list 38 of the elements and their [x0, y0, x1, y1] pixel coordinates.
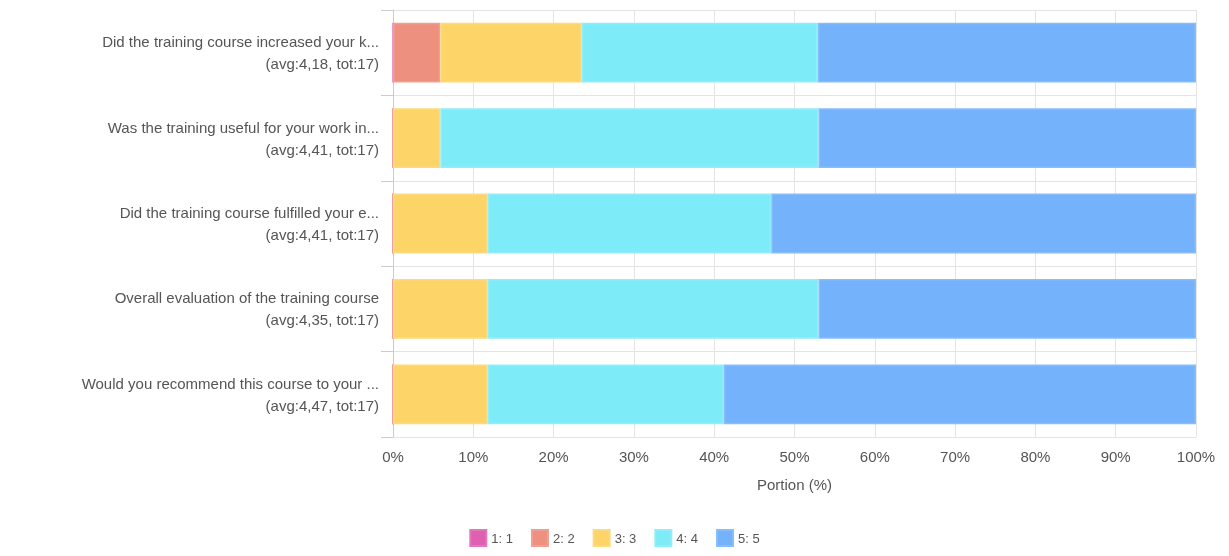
bar — [818, 108, 1196, 168]
x-tick-label: 10% — [458, 448, 489, 465]
bar — [393, 22, 441, 83]
y-tick-label: Overall evaluation of the training course (avg:4,35, tot:17) — [114, 289, 379, 329]
legend-label: 2: 2 — [552, 530, 575, 546]
legend-label: 1: 1 — [491, 530, 513, 546]
bar — [393, 108, 441, 168]
y-tick-label: Did the training course increased your k... (avg:4,18, tot:17) — [102, 33, 379, 73]
bar — [393, 364, 488, 425]
x-tick-label: 100% — [1176, 448, 1216, 465]
x-axis-title: Portion (%) — [756, 476, 833, 493]
bar — [487, 279, 819, 339]
x-tick-label: 0% — [382, 448, 404, 465]
bar — [440, 22, 582, 83]
legend-label: 4: 4 — [676, 530, 699, 546]
bar — [818, 279, 1196, 339]
x-tick-label: 40% — [699, 448, 730, 465]
bar — [771, 193, 1196, 254]
x-tick-label: 30% — [618, 448, 649, 465]
bar — [487, 364, 724, 425]
bar — [581, 22, 818, 83]
bar — [723, 364, 1196, 425]
bar — [817, 22, 1196, 83]
x-tick-label: 20% — [538, 448, 569, 465]
bar — [393, 193, 488, 254]
x-tick-label: 80% — [1020, 448, 1051, 465]
y-tick-label: Did the training course fulfilled your e... (avg:4,41, tot:17) — [119, 204, 379, 243]
bar — [487, 193, 772, 254]
legend-label: 5: 5 — [738, 530, 760, 546]
bar — [393, 279, 488, 339]
x-tick-label: 50% — [779, 448, 810, 465]
x-tick-label: 90% — [1100, 448, 1131, 465]
y-tick-label: Was the training useful for your work in... (avg:4,41, tot:17) — [107, 118, 379, 158]
legend-label: 3: 3 — [614, 530, 637, 546]
x-tick-label: 70% — [940, 448, 971, 465]
bar — [440, 108, 819, 168]
y-tick-label: Would you recommend this course to your ... (avg:4,47, tot:17) — [81, 374, 379, 414]
x-tick-label: 60% — [859, 448, 890, 465]
